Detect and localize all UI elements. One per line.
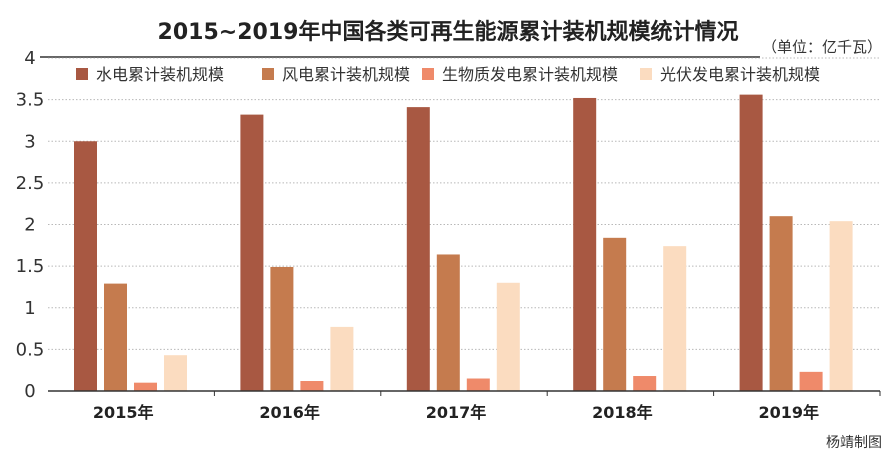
y-tick-label: 3 bbox=[24, 131, 35, 152]
bar-hydro bbox=[406, 107, 430, 392]
legend: 水电累计装机规模 风电累计装机规模 生物质发电累计装机规模 光伏发电累计装机规模 bbox=[76, 65, 820, 84]
x-category-label: 2018年 bbox=[592, 403, 653, 422]
y-tick-label: 0.5 bbox=[16, 339, 45, 360]
unit-label: （单位：亿千瓦） bbox=[761, 38, 882, 56]
bar-solar bbox=[663, 246, 687, 391]
x-category-label: 2017年 bbox=[426, 403, 487, 422]
legend-label-solar: 光伏发电累计装机规模 bbox=[660, 65, 820, 84]
bar-solar bbox=[330, 326, 354, 391]
bar-wind bbox=[436, 254, 460, 391]
bar-hydro bbox=[74, 141, 97, 391]
y-tick-label: 1.5 bbox=[16, 256, 45, 277]
bar-wind bbox=[603, 237, 627, 391]
bar-biomass bbox=[799, 371, 823, 391]
bar-hydro bbox=[739, 94, 763, 391]
legend-label-biomass: 生物质发电累计装机规模 bbox=[442, 65, 618, 84]
bars bbox=[74, 94, 853, 392]
bar-solar bbox=[829, 221, 853, 391]
y-tick-label: 1 bbox=[24, 298, 35, 319]
y-tick-label: 0 bbox=[24, 381, 35, 402]
x-category-label: 2019年 bbox=[759, 403, 820, 422]
bar-wind bbox=[270, 266, 294, 391]
legend-label-wind: 风电累计装机规模 bbox=[282, 65, 410, 84]
x-category-label: 2015年 bbox=[93, 403, 154, 422]
chart-title: 2015~2019年中国各类可再生能源累计装机规模统计情况 bbox=[157, 20, 739, 45]
legend-swatch-hydro bbox=[76, 68, 88, 80]
bar-hydro bbox=[240, 114, 264, 392]
y-tick-label: 3.5 bbox=[16, 90, 45, 111]
legend-swatch-biomass bbox=[422, 68, 434, 80]
bar-wind bbox=[769, 216, 793, 391]
bar-biomass bbox=[134, 382, 157, 391]
bar-biomass bbox=[466, 378, 490, 391]
bar-hydro bbox=[573, 97, 597, 392]
bar-solar bbox=[496, 282, 520, 391]
legend-swatch-solar bbox=[640, 68, 652, 80]
legend-swatch-wind bbox=[262, 68, 274, 80]
bar-biomass bbox=[633, 376, 657, 391]
y-tick-label: 2.5 bbox=[16, 173, 45, 194]
credit-label: 杨靖制图 bbox=[826, 435, 882, 451]
legend-label-hydro: 水电累计装机规模 bbox=[96, 65, 224, 84]
x-category-label: 2016年 bbox=[259, 403, 320, 422]
y-tick-label: 4 bbox=[24, 48, 35, 69]
bar-biomass bbox=[300, 381, 324, 391]
y-tick-label: 2 bbox=[24, 215, 35, 236]
bar-solar bbox=[164, 355, 187, 391]
bar-wind bbox=[104, 283, 127, 391]
axes: 0 0.5 1 1.5 2 2.5 3 3.5 4 2015年 2016年 2017年 2018年 201… bbox=[16, 48, 881, 422]
